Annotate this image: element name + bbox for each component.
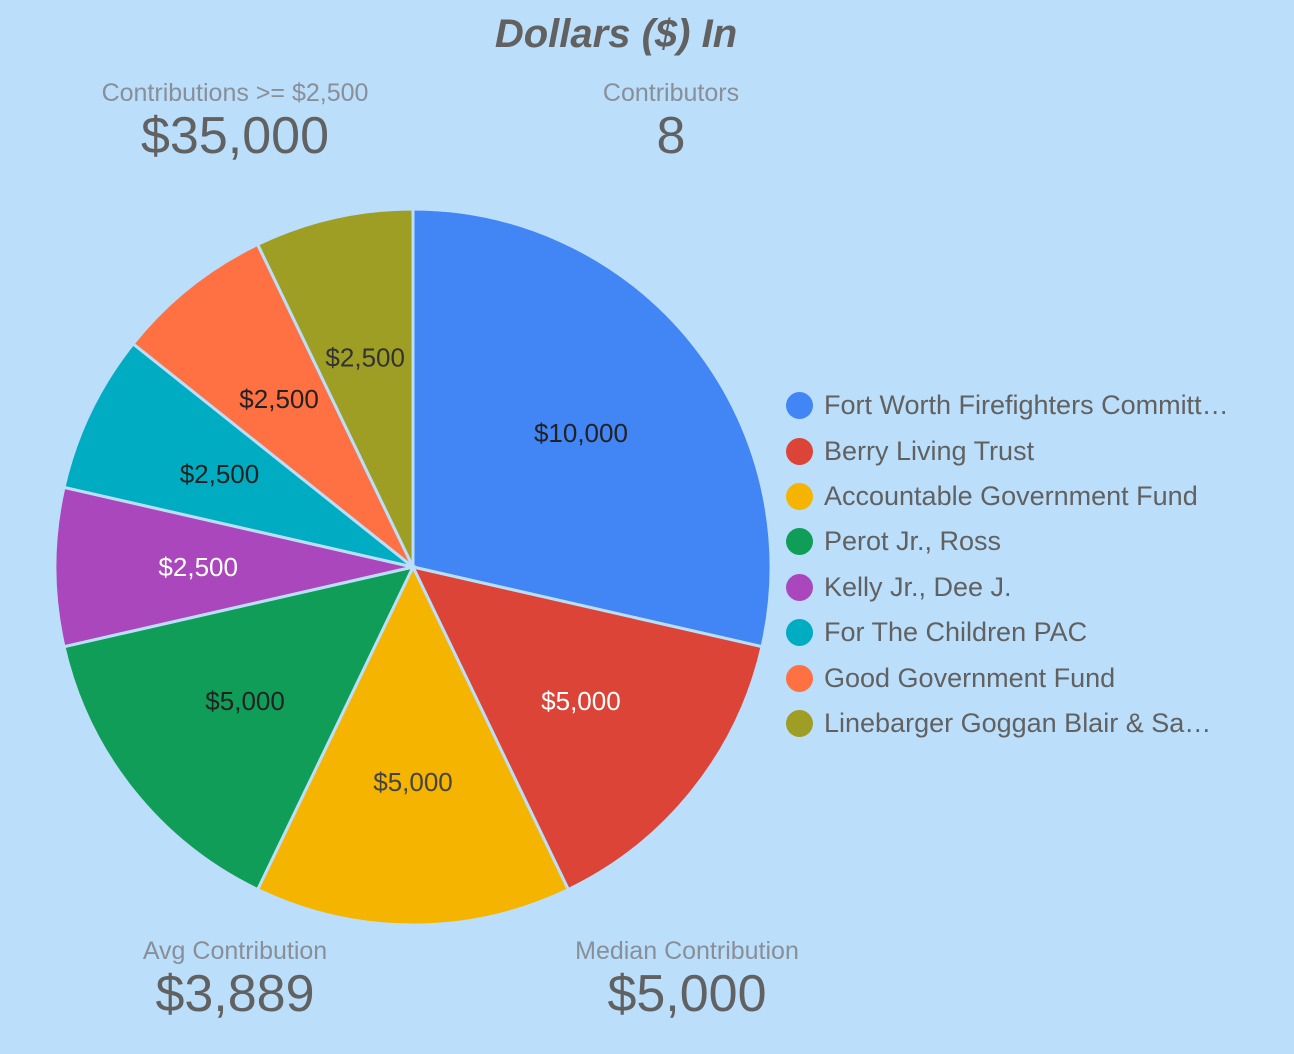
- avg-contribution-label: Avg Contribution: [142, 937, 328, 965]
- avg-contribution-stat: Avg Contribution $3,889: [45, 937, 425, 1023]
- legend-label: Kelly Jr., Dee J.: [824, 571, 1012, 602]
- legend-label: For The Children PAC: [824, 617, 1088, 648]
- pie-slice[interactable]: [130, 242, 415, 569]
- contributors-stat: Contributors 8: [481, 79, 861, 165]
- legend-item[interactable]: Accountable Government Fund: [786, 474, 1229, 519]
- legend-swatch-icon: [786, 482, 813, 510]
- legend-swatch-icon: [786, 392, 813, 420]
- contributors-label: Contributors: [602, 79, 740, 107]
- legend-label: Linebarger Goggan Blair & Sa…: [824, 707, 1212, 738]
- total-contributions-value: $35,000: [141, 107, 329, 165]
- legend-item[interactable]: Fort Worth Firefighters Committ…: [786, 383, 1229, 428]
- legend-label: Fort Worth Firefighters Committ…: [824, 390, 1229, 421]
- legend-item[interactable]: For The Children PAC: [786, 610, 1229, 655]
- legend-swatch-icon: [786, 573, 813, 601]
- legend-label: Good Government Fund: [824, 662, 1116, 693]
- avg-contribution-value: $3,889: [155, 965, 315, 1023]
- pie-slice[interactable]: [411, 207, 773, 649]
- pie-slice[interactable]: [62, 564, 416, 892]
- legend-label: Accountable Government Fund: [824, 480, 1198, 511]
- legend-item[interactable]: Kelly Jr., Dee J.: [786, 565, 1229, 610]
- legend-swatch-icon: [786, 709, 813, 737]
- legend-item[interactable]: Good Government Fund: [786, 655, 1229, 700]
- legend-label: Berry Living Trust: [824, 435, 1035, 466]
- contributors-value: 8: [656, 107, 686, 165]
- chart-legend: Fort Worth Firefighters Committ… Berry Li…: [786, 383, 1229, 746]
- slice-data-label: $2,500: [325, 343, 405, 373]
- slice-data-label: $5,000: [541, 686, 621, 716]
- legend-swatch-icon: [786, 664, 813, 692]
- pie-slice[interactable]: [62, 341, 414, 569]
- legend-swatch-icon: [786, 437, 813, 465]
- slice-data-label: $10,000: [534, 418, 628, 448]
- median-contribution-label: Median Contribution: [575, 937, 799, 965]
- legend-item[interactable]: Linebarger Goggan Blair & Sa…: [786, 701, 1229, 746]
- slice-data-label: $2,500: [239, 384, 319, 414]
- slice-data-label: $5,000: [205, 686, 285, 716]
- pie-slice[interactable]: [255, 563, 571, 927]
- legend-label: Perot Jr., Ross: [824, 526, 1002, 557]
- median-contribution-value: $5,000: [607, 965, 767, 1023]
- median-contribution-stat: Median Contribution $5,000: [497, 937, 877, 1023]
- legend-item[interactable]: Berry Living Trust: [786, 428, 1229, 473]
- legend-swatch-icon: [786, 528, 813, 556]
- pie-slice[interactable]: [410, 564, 764, 892]
- pie-slice[interactable]: [255, 207, 415, 568]
- slice-data-label: $5,000: [373, 767, 453, 797]
- pie-slice[interactable]: [53, 485, 414, 649]
- total-contributions-stat: Contributions >= $2,500 $35,000: [45, 79, 425, 165]
- slice-data-label: $2,500: [180, 459, 260, 489]
- chart-title: Dollars ($) In: [494, 12, 738, 56]
- slice-data-label: $2,500: [158, 552, 238, 582]
- legend-swatch-icon: [786, 619, 813, 647]
- legend-item[interactable]: Perot Jr., Ross: [786, 519, 1229, 564]
- total-contributions-label: Contributions >= $2,500: [101, 79, 369, 107]
